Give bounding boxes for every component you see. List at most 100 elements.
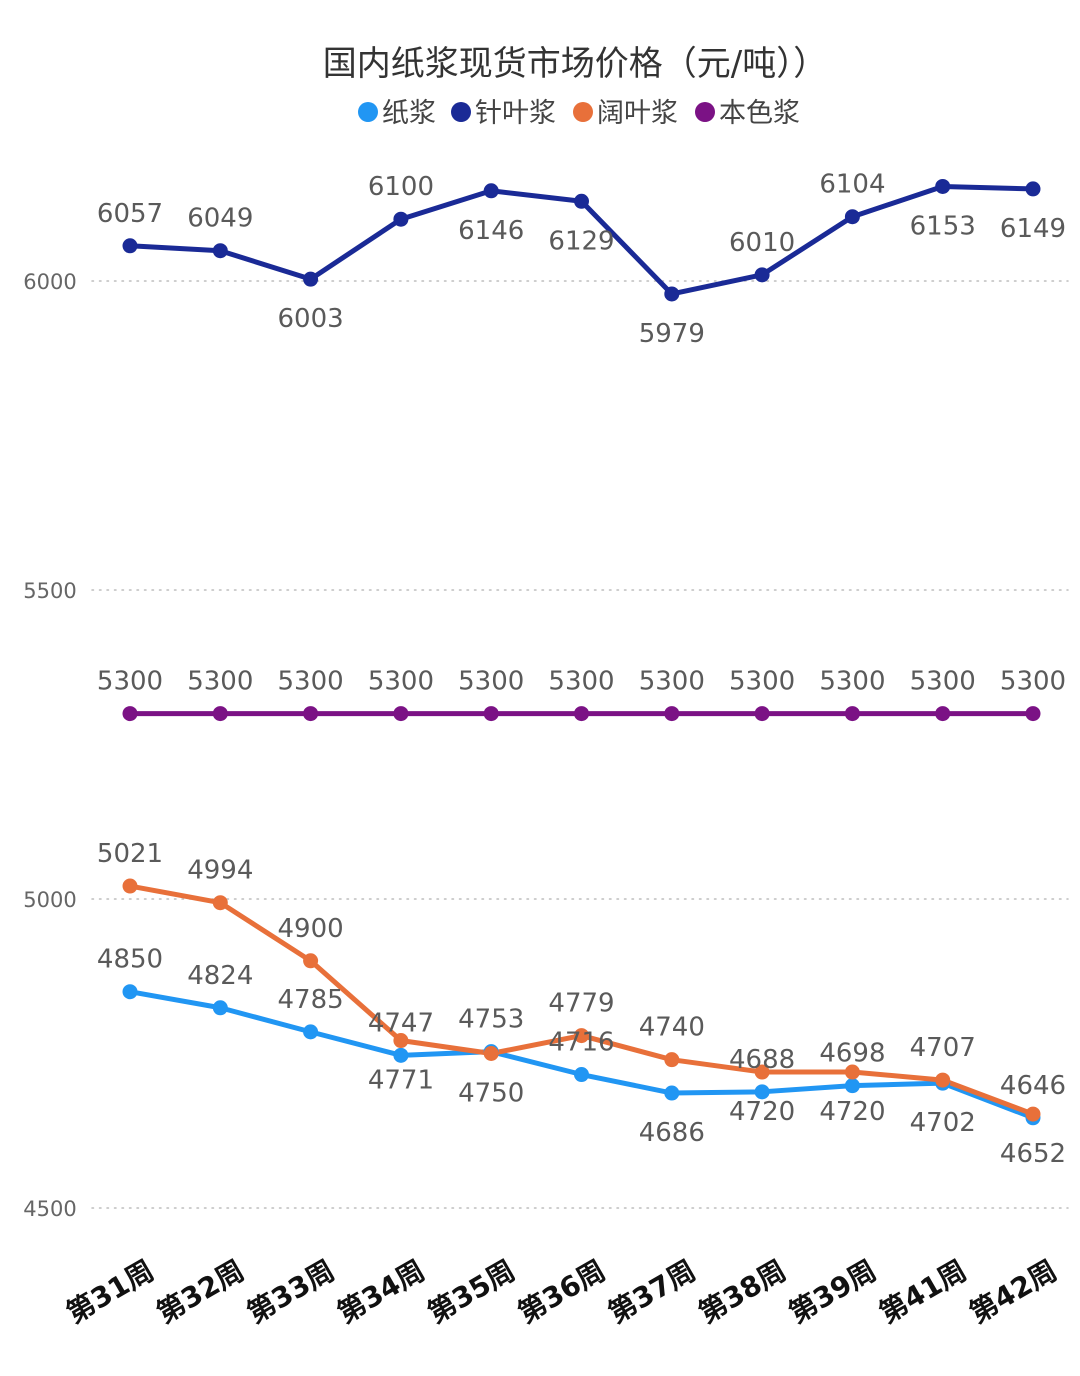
x-tick-第36周: 第36周 [512, 1254, 611, 1330]
data-label-阔叶浆-第42周: 4652 [1000, 1139, 1066, 1169]
point-针叶浆-第36周[interactable] [574, 193, 589, 209]
y-axis: 6000 5500 5000 4500 [23, 270, 76, 1221]
data-label-针叶浆-第34周: 6100 [368, 172, 434, 202]
data-label-针叶浆-第31周: 6057 [97, 199, 163, 229]
legend-item-本色浆[interactable]: 本色浆 [695, 98, 800, 129]
legend-label-阔叶浆: 阔叶浆 [597, 98, 678, 129]
data-label-阔叶浆-第35周: 4750 [458, 1079, 524, 1109]
data-label-阔叶浆-第33周: 4900 [278, 914, 344, 944]
point-纸浆-第34周[interactable] [393, 1047, 409, 1063]
y-tick-6000: 6000 [23, 270, 76, 294]
point-纸浆-第33周[interactable] [303, 1024, 319, 1040]
legend-label-本色浆: 本色浆 [719, 98, 800, 129]
point-阔叶浆-第37周[interactable] [664, 1052, 680, 1068]
data-label-本色浆-第35周: 5300 [458, 667, 524, 697]
y-tick-4500: 4500 [23, 1197, 76, 1221]
point-本色浆-第32周[interactable] [212, 706, 228, 722]
data-label-针叶浆-第42周: 6149 [1000, 214, 1066, 244]
point-阔叶浆-第33周[interactable] [303, 953, 319, 969]
point-纸浆-第32周[interactable] [212, 1000, 228, 1016]
x-axis: 第31周第32周第33周第34周第35周第36周第37周第38周第39周第41周… [61, 1254, 1063, 1330]
point-纸浆-第36周[interactable] [574, 1067, 589, 1083]
data-label-本色浆-第39周: 5300 [819, 667, 885, 697]
data-label-阔叶浆-第39周: 4720 [819, 1097, 885, 1127]
point-本色浆-第38周[interactable] [754, 706, 770, 722]
data-label-本色浆-第31周: 5300 [97, 667, 163, 697]
point-针叶浆-第37周[interactable] [664, 286, 680, 302]
data-label-本色浆-第33周: 5300 [278, 667, 344, 697]
point-阔叶浆-第39周[interactable] [844, 1064, 860, 1080]
legend-label-纸浆: 纸浆 [382, 98, 436, 129]
data-label-针叶浆-第33周: 6003 [278, 304, 344, 334]
point-阔叶浆-第36周[interactable] [574, 1028, 589, 1044]
point-针叶浆-第35周[interactable] [483, 183, 499, 199]
gridlines [91, 280, 1069, 1209]
legend-item-针叶浆[interactable]: 针叶浆 [451, 98, 556, 129]
data-label-纸浆-第35周: 4753 [458, 1005, 524, 1035]
point-针叶浆-第32周[interactable] [212, 243, 228, 259]
x-tick-第34周: 第34周 [332, 1254, 431, 1330]
point-纸浆-第37周[interactable] [664, 1085, 680, 1101]
legend-item-阔叶浆[interactable]: 阔叶浆 [573, 98, 678, 129]
x-tick-第39周: 第39周 [783, 1254, 882, 1330]
point-阔叶浆-第35周[interactable] [483, 1046, 499, 1061]
point-针叶浆-第39周[interactable] [844, 209, 860, 225]
data-label-纸浆-第32周: 4824 [187, 961, 253, 991]
data-label-针叶浆-第35周: 6146 [458, 216, 524, 246]
legend-marker-纸浆 [358, 102, 378, 122]
point-本色浆-第36周[interactable] [574, 706, 589, 722]
point-纸浆-第31周[interactable] [122, 984, 138, 1000]
data-labels: 6057 6049 6003 6100 6146 6129 5979 6010 6104 6153… [97, 170, 1066, 1169]
point-本色浆-第37周[interactable] [664, 706, 680, 722]
point-针叶浆-第38周[interactable] [754, 267, 770, 283]
data-label-本色浆-第34周: 5300 [368, 667, 434, 697]
point-阔叶浆-第32周[interactable] [212, 895, 228, 911]
x-tick-第32周: 第32周 [151, 1254, 250, 1330]
data-label-本色浆-第38周: 5300 [729, 667, 795, 697]
point-阔叶浆-第34周[interactable] [393, 1033, 409, 1049]
point-本色浆-第41周[interactable] [935, 706, 951, 722]
point-针叶浆-第34周[interactable] [393, 211, 409, 227]
point-本色浆-第33周[interactable] [303, 706, 319, 722]
data-label-本色浆-第36周: 5300 [548, 667, 614, 697]
point-本色浆-第31周[interactable] [122, 706, 138, 722]
data-label-本色浆-第42周: 5300 [1000, 667, 1066, 697]
legend-marker-针叶浆 [451, 102, 471, 122]
data-label-阔叶浆-第41周: 4707 [910, 1033, 976, 1063]
point-纸浆-第39周[interactable] [844, 1078, 860, 1094]
data-label-针叶浆-第41周: 6153 [910, 211, 976, 241]
y-tick-5500: 5500 [23, 579, 76, 603]
point-本色浆-第35周[interactable] [483, 706, 499, 722]
point-本色浆-第42周[interactable] [1025, 706, 1041, 722]
point-本色浆-第34周[interactable] [393, 706, 409, 722]
data-label-针叶浆-第32周: 6049 [187, 204, 253, 234]
data-label-针叶浆-第36周: 6129 [548, 226, 614, 256]
point-针叶浆-第31周[interactable] [122, 238, 138, 254]
x-tick-第42周: 第42周 [964, 1254, 1063, 1330]
point-本色浆-第39周[interactable] [844, 706, 860, 722]
data-label-阔叶浆-第34周: 4771 [368, 1066, 434, 1096]
y-tick-5000: 5000 [23, 888, 76, 912]
point-针叶浆-第41周[interactable] [935, 178, 951, 194]
data-label-纸浆-第33周: 4785 [278, 985, 344, 1015]
data-label-针叶浆-第37周: 5979 [639, 319, 705, 349]
data-label-纸浆-第38周: 4688 [729, 1045, 795, 1075]
series-points [122, 178, 1041, 1126]
data-label-本色浆-第37周: 5300 [639, 667, 705, 697]
point-阔叶浆-第41周[interactable] [935, 1072, 951, 1088]
data-label-纸浆-第31周: 4850 [97, 945, 163, 975]
legend-item-纸浆[interactable]: 纸浆 [358, 98, 436, 129]
point-纸浆-第38周[interactable] [754, 1084, 770, 1100]
point-阔叶浆-第31周[interactable] [122, 878, 138, 894]
point-阔叶浆-第42周[interactable] [1025, 1106, 1041, 1122]
legend-marker-阔叶浆 [573, 102, 593, 122]
data-label-阔叶浆-第38周: 4720 [729, 1097, 795, 1127]
legend-label-针叶浆: 针叶浆 [475, 98, 556, 129]
point-针叶浆-第33周[interactable] [303, 271, 319, 287]
x-tick-第33周: 第33周 [241, 1254, 340, 1330]
chart-title: 国内纸浆现货市场价格（元/吨）） [323, 44, 827, 84]
data-label-针叶浆-第39周: 6104 [819, 170, 885, 200]
point-针叶浆-第42周[interactable] [1025, 181, 1041, 197]
point-阔叶浆-第38周[interactable] [754, 1064, 770, 1080]
data-label-纸浆-第41周: 4702 [910, 1108, 976, 1138]
